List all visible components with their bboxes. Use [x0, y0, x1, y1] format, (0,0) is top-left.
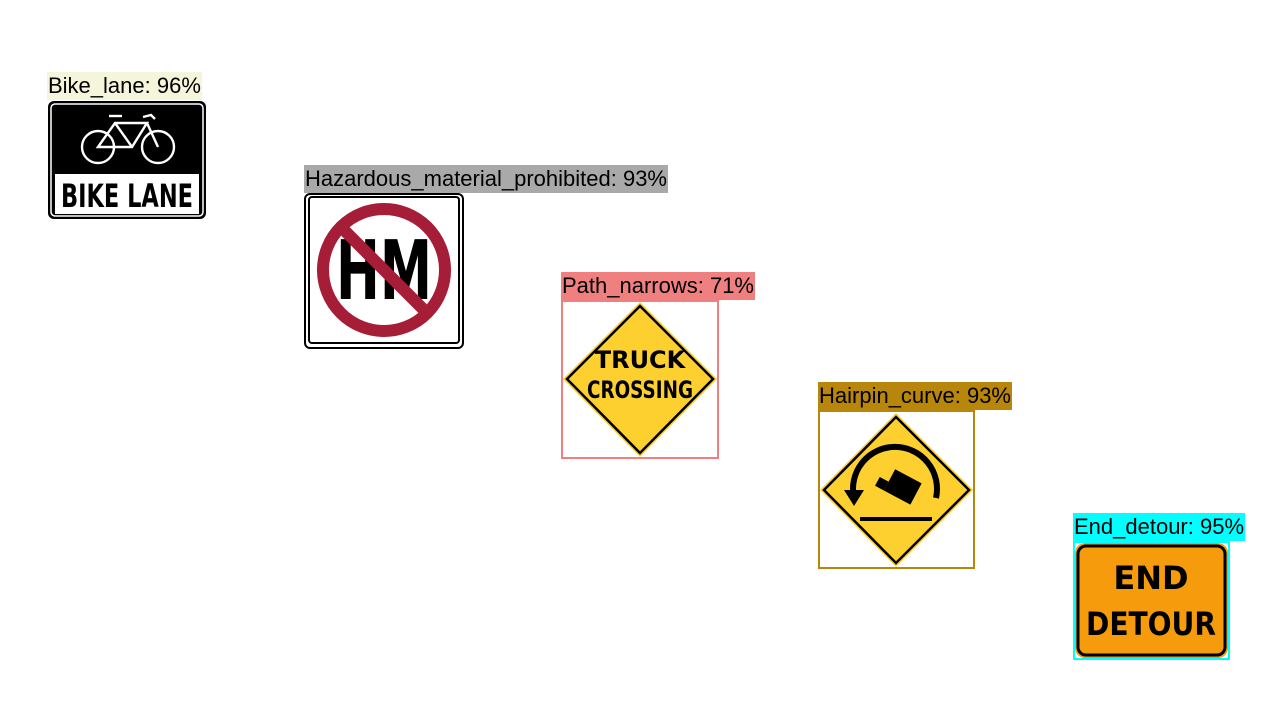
prohibition-circle-icon — [317, 203, 451, 337]
truck-crossing-sign: TRUCK CROSSING — [563, 302, 717, 457]
hm-prohibited-sign: HM — [304, 193, 464, 349]
prohibition-slash-icon — [336, 222, 432, 318]
truck-rollover-sign — [820, 413, 973, 567]
truck-crossing-text-line2: CROSSING — [587, 376, 693, 404]
tipping-truck-icon — [875, 469, 922, 505]
bike-lane-sign: BIKE LANE — [48, 101, 206, 219]
detection-hairpin-curve: Hairpin_curve: 93% — [818, 382, 1012, 569]
bicycle-icon — [80, 113, 176, 165]
detection-label-bike-lane: Bike_lane: 96% — [47, 72, 202, 100]
detection-box-hairpin-curve — [818, 410, 975, 569]
end-detour-text-line2: DETOUR — [1086, 605, 1216, 643]
bike-lane-sign-text: BIKE LANE — [61, 177, 193, 215]
end-detour-text-line1: END — [1113, 559, 1188, 597]
detection-label-hazardous-material: Hazardous_material_prohibited: 93% — [304, 165, 668, 193]
detection-hazardous-material-prohibited: Hazardous_material_prohibited: 93% HM — [304, 165, 668, 349]
detection-label-path-narrows: Path_narrows: 71% — [561, 272, 755, 300]
truck-crossing-text-line1: TRUCK — [595, 346, 687, 374]
detection-path-narrows: Path_narrows: 71% TRUCK CROSSING — [561, 272, 755, 459]
curve-arrow-icon — [850, 443, 940, 499]
detection-label-end-detour: End_detour: 95% — [1073, 513, 1246, 541]
bike-lane-text-panel — [55, 174, 199, 214]
detection-box-path-narrows — [561, 300, 719, 459]
detection-end-detour: End_detour: 95% END DETOUR — [1073, 513, 1246, 660]
detection-box-end-detour — [1073, 541, 1230, 660]
detection-label-hairpin-curve: Hairpin_curve: 93% — [818, 382, 1012, 410]
road-line-icon — [860, 517, 932, 521]
end-detour-sign: END DETOUR — [1075, 543, 1228, 658]
detection-bike-lane: Bike_lane: 96% BIKE LANE — [47, 72, 207, 220]
